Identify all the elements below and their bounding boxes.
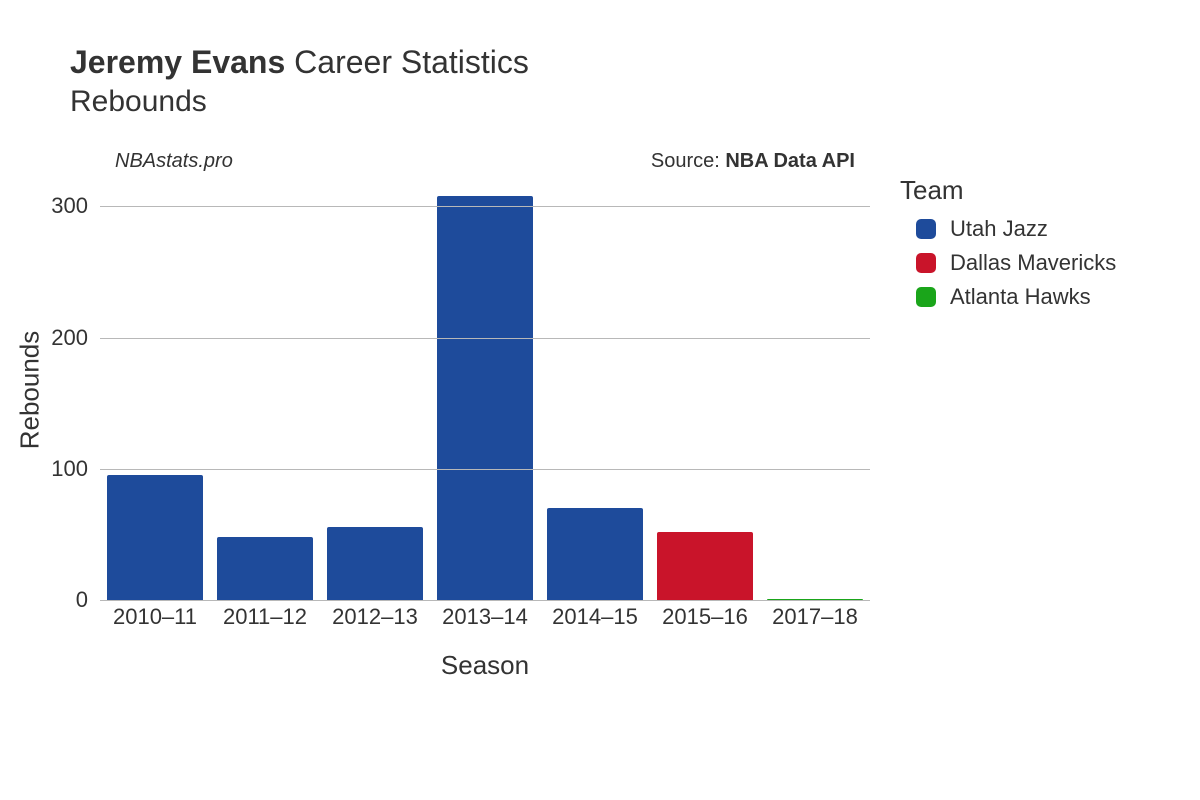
chart-meta-row: NBAstats.pro Source: NBA Data API: [115, 150, 855, 173]
bar-slot: [320, 180, 430, 600]
chart-title-rest: Career Statistics: [285, 44, 529, 80]
legend-swatch: [916, 287, 936, 307]
bar-slot: [210, 180, 320, 600]
bar: [547, 508, 644, 600]
legend-label: Dallas Mavericks: [950, 250, 1116, 276]
x-axis-ticks: 2010–112011–122012–132013–142014–152015–…: [100, 604, 870, 630]
data-source: Source: NBA Data API: [651, 150, 855, 173]
bars-container: [100, 180, 870, 600]
bar-slot: [760, 180, 870, 600]
gridline: [100, 338, 870, 339]
legend-swatch: [916, 219, 936, 239]
gridline: [100, 600, 870, 601]
legend-items: Utah Jazz Dallas Mavericks Atlanta Hawks: [900, 216, 1116, 310]
x-tick-label: 2012–13: [320, 604, 430, 630]
chart-page: Jeremy Evans Career Statistics Rebounds …: [0, 0, 1200, 800]
bar: [217, 537, 314, 600]
chart-title-block: Jeremy Evans Career Statistics Rebounds: [70, 44, 529, 119]
chart-title-bold: Jeremy Evans: [70, 44, 285, 80]
gridline: [100, 206, 870, 207]
legend-item: Utah Jazz: [900, 216, 1116, 242]
y-tick-label: 300: [51, 193, 88, 219]
bar-slot: [650, 180, 760, 600]
x-tick-label: 2017–18: [760, 604, 870, 630]
plot-area: 0100200300: [100, 180, 870, 600]
site-credit: NBAstats.pro: [115, 150, 233, 173]
y-tick-label: 100: [51, 456, 88, 482]
legend: Team Utah Jazz Dallas Mavericks Atlanta Ha…: [900, 175, 1116, 318]
legend-title: Team: [900, 175, 1116, 206]
bar: [437, 196, 534, 600]
bar-slot: [100, 180, 210, 600]
chart-title: Jeremy Evans Career Statistics: [70, 44, 529, 81]
bar-slot: [540, 180, 650, 600]
x-tick-label: 2015–16: [650, 604, 760, 630]
legend-swatch: [916, 253, 936, 273]
legend-label: Atlanta Hawks: [950, 284, 1091, 310]
source-name: NBA Data API: [725, 150, 855, 172]
source-label: Source:: [651, 150, 725, 172]
y-tick-label: 200: [51, 325, 88, 351]
x-axis-label: Season: [100, 650, 870, 681]
x-tick-label: 2013–14: [430, 604, 540, 630]
bar: [107, 475, 204, 600]
legend-item: Atlanta Hawks: [900, 284, 1116, 310]
bar-slot: [430, 180, 540, 600]
y-tick-label: 0: [76, 587, 88, 613]
chart-subtitle: Rebounds: [70, 85, 529, 119]
x-tick-label: 2011–12: [210, 604, 320, 630]
gridline: [100, 469, 870, 470]
bar: [657, 532, 754, 600]
y-axis-label: Rebounds: [15, 331, 46, 450]
x-tick-label: 2014–15: [540, 604, 650, 630]
bar: [327, 527, 424, 601]
legend-item: Dallas Mavericks: [900, 250, 1116, 276]
legend-label: Utah Jazz: [950, 216, 1048, 242]
x-tick-label: 2010–11: [100, 604, 210, 630]
